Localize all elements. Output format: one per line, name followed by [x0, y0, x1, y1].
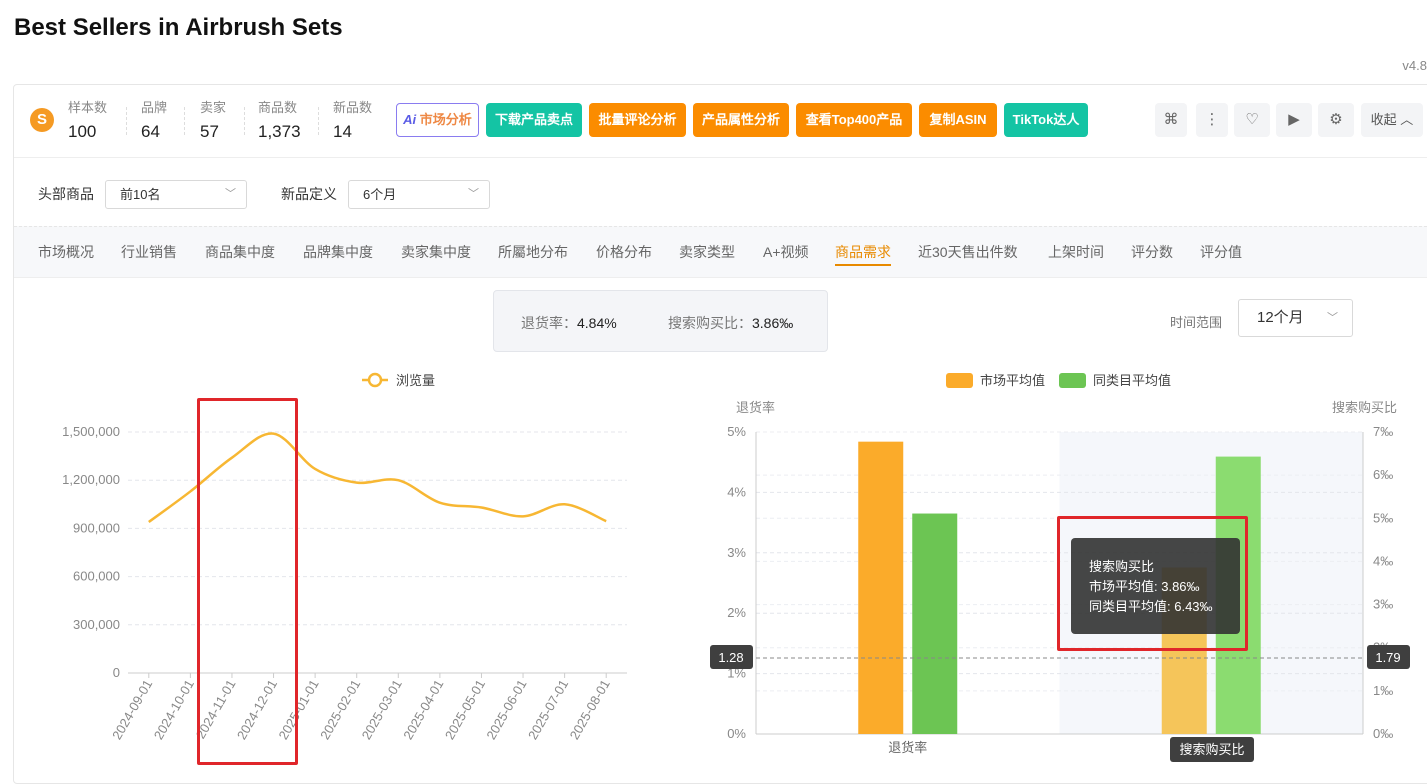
right-y-tick-label: 1‰	[1373, 683, 1393, 698]
x-tick-label: 2024-09-01	[109, 677, 155, 742]
right-y-tick-label: 7‰	[1373, 424, 1393, 439]
x-tick-label: 2025-03-01	[359, 677, 405, 742]
left-y-tick-label: 3%	[727, 545, 746, 560]
x-tick-label: 2025-02-01	[317, 677, 363, 742]
right-y-tick-label: 0‰	[1373, 726, 1393, 741]
left-y-tick-label: 2%	[727, 605, 746, 620]
crosshair-label-right: 1.79	[1375, 650, 1400, 665]
y-tick-label: 600,000	[73, 569, 120, 584]
right-y-tick-label: 5‰	[1373, 510, 1393, 525]
legend-swatch	[1059, 373, 1086, 388]
x-tick-label: 2024-10-01	[151, 677, 197, 742]
left-y-tick-label: 0%	[727, 726, 746, 741]
left-y-tick-label: 5%	[727, 424, 746, 439]
legend-swatch	[946, 373, 973, 388]
x-category-label: 退货率	[888, 740, 927, 755]
crosshair-label-left: 1.28	[718, 650, 743, 665]
highlight-box-tooltip	[1057, 516, 1248, 651]
x-tick-label: 2025-08-01	[567, 677, 613, 742]
right-axis-title: 搜索购买比	[1332, 400, 1397, 415]
y-tick-label: 1,500,000	[62, 424, 120, 439]
highlight-box-line	[197, 398, 298, 765]
bar-0-0	[858, 442, 903, 734]
y-tick-label: 300,000	[73, 617, 120, 632]
y-tick-label: 0	[113, 665, 120, 680]
axis-pointer-label: 搜索购买比	[1179, 742, 1244, 757]
right-y-tick-label: 6‰	[1373, 467, 1393, 482]
legend-marker	[369, 374, 381, 386]
y-tick-label: 1,200,000	[62, 472, 120, 487]
left-y-tick-label: 4%	[727, 484, 746, 499]
legend-label: 同类目平均值	[1093, 373, 1171, 388]
right-y-tick-label: 4‰	[1373, 553, 1393, 568]
left-axis-title: 退货率	[736, 400, 775, 415]
x-tick-label: 2025-07-01	[525, 677, 571, 742]
bar-0-1	[912, 514, 957, 734]
y-tick-label: 900,000	[73, 520, 120, 535]
legend-label: 市场平均值	[980, 373, 1045, 388]
x-tick-label: 2025-05-01	[442, 677, 488, 742]
legend-label: 浏览量	[396, 373, 435, 388]
x-tick-label: 2025-06-01	[483, 677, 529, 742]
x-tick-label: 2025-04-01	[400, 677, 446, 742]
right-y-tick-label: 3‰	[1373, 597, 1393, 612]
